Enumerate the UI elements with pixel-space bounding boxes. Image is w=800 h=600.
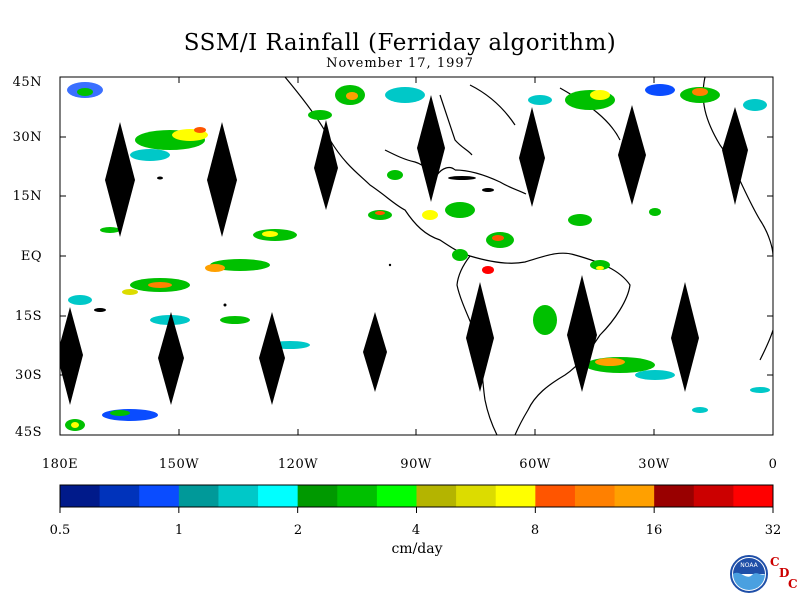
cdc-letter: C <box>770 555 780 569</box>
colorbar-swatch <box>535 485 576 507</box>
colorbar-swatch <box>416 485 457 507</box>
lat-label-15n: 15N <box>12 189 42 204</box>
colorbar-swatch <box>495 485 536 507</box>
colorbar-tick-label: 32 <box>764 523 782 538</box>
lat-label-15s: 15S <box>15 309 42 324</box>
colorbar-swatch <box>376 485 417 507</box>
cdc-letter: C <box>788 577 798 591</box>
lon-label-120w: 120W <box>277 457 319 472</box>
colorbar-swatch <box>60 485 101 507</box>
colorbar-swatch <box>733 485 774 507</box>
map-title: SSM/I Rainfall (Ferriday algorithm) <box>183 30 617 56</box>
colorbar-swatch <box>178 485 219 507</box>
colorbar-swatch <box>258 485 299 507</box>
lon-label-0: 0 <box>768 457 778 472</box>
colorbar-swatch <box>99 485 140 507</box>
colorbar-swatch <box>693 485 734 507</box>
colorbar-tick-label: 2 <box>293 523 303 538</box>
lat-label-30s: 30S <box>15 368 42 383</box>
cdc-letter: D <box>779 566 790 580</box>
rainfall-patches <box>65 82 770 431</box>
lon-label-150w: 150W <box>158 457 200 472</box>
colorbar-units: cm/day <box>391 541 443 557</box>
lat-label-eq: EQ <box>20 249 42 264</box>
lat-label-45s: 45S <box>15 425 42 440</box>
lon-label-90w: 90W <box>400 457 432 472</box>
lon-label-60w: 60W <box>519 457 551 472</box>
colorbar-tick-label: 1 <box>174 523 184 538</box>
axis-ticks <box>60 76 773 436</box>
colorbar-swatch <box>337 485 378 507</box>
colorbar-swatch <box>654 485 695 507</box>
colorbar-tick-label: 4 <box>411 523 421 538</box>
noaa-logo-text: NOAA <box>740 562 758 569</box>
colorbar-swatch <box>218 485 259 507</box>
colorbar-tick-label: 0.5 <box>49 523 71 538</box>
lat-label-30n: 30N <box>12 130 42 145</box>
colorbar-swatch <box>456 485 497 507</box>
map-date: November 17, 1997 <box>326 56 474 71</box>
colorbar-swatch <box>614 485 655 507</box>
noaa-logo: NOAA <box>730 555 768 593</box>
colorbar-swatch <box>574 485 616 507</box>
colorbar-tick-label: 8 <box>530 523 540 538</box>
colorbar-swatch <box>139 485 180 507</box>
colorbar-tick-label: 16 <box>645 523 663 538</box>
lon-label-180e: 180E <box>41 457 79 472</box>
missing-data-swaths <box>60 95 748 405</box>
lat-label-45n: 45N <box>12 75 42 90</box>
colorbar-swatch <box>297 485 338 507</box>
lon-label-30w: 30W <box>638 457 670 472</box>
